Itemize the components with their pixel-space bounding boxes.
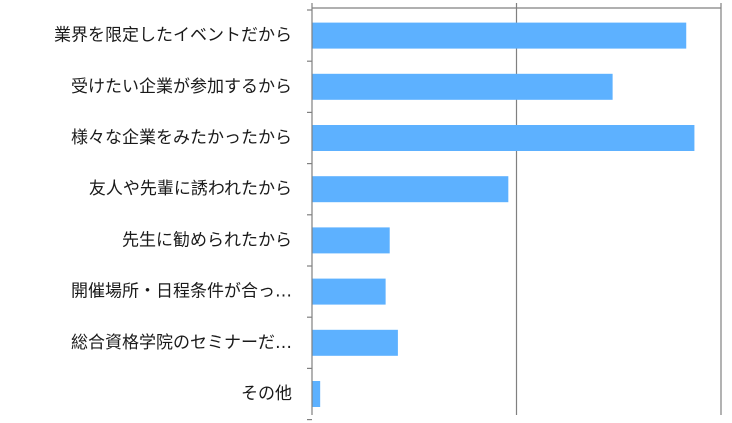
bar-1 (312, 22, 687, 49)
category-label-4: 友人や先輩に誘われたから (89, 179, 292, 199)
category-label-2: 受けたい企業が参加するから (71, 77, 292, 97)
axis-layer (307, 3, 722, 421)
category-label-3: 様々な企業をみたかったから (71, 128, 292, 148)
bar-8 (312, 381, 321, 407)
bar-5 (312, 227, 390, 254)
category-label-6: 開催場所・日程条件が合っ… (71, 282, 292, 302)
bar-3 (312, 125, 695, 151)
category-labels: 業界を限定したイベントだから受けたい企業が参加するから様々な企業をみたかったから… (54, 26, 292, 404)
category-label-7: 総合資格学院のセミナーだ… (71, 333, 292, 353)
grid-layer (515, 8, 722, 415)
bar-layer (312, 22, 695, 407)
category-label-5: 先生に勧められたから (122, 230, 292, 250)
bar-6 (312, 278, 386, 305)
category-label-1: 業界を限定したイベントだから (54, 26, 292, 46)
bar-4 (312, 176, 509, 203)
bar-7 (312, 329, 398, 356)
category-label-8: その他 (241, 384, 292, 404)
bar-2 (312, 73, 613, 100)
